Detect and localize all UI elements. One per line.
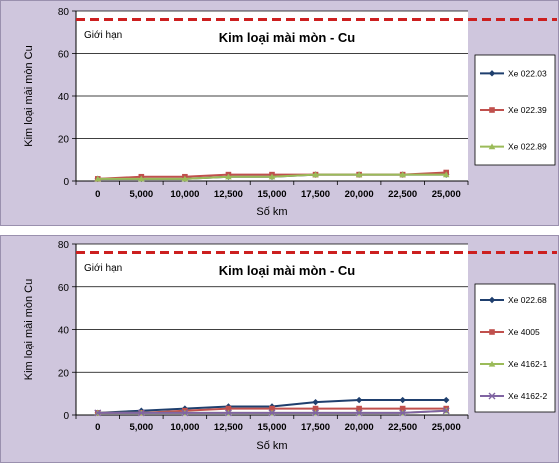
- chart-panel-2: 0 20 40 60 80 0 5,000 10,000 12,500 15,000 17,500 2…: [0, 235, 559, 463]
- y-tick-label: 80: [58, 240, 70, 251]
- x-tick-label: 15,000: [257, 422, 286, 433]
- data-point: [181, 409, 189, 417]
- data-point: [269, 405, 275, 412]
- data-point: [443, 396, 450, 404]
- x-axis-title: Số km: [256, 206, 287, 218]
- data-point: [399, 396, 406, 404]
- x-tick-label: 22,500: [388, 189, 417, 200]
- data-point: [138, 175, 145, 182]
- x-tick-label: 5,000: [129, 422, 153, 433]
- data-point: [399, 409, 407, 417]
- data-point: [399, 405, 406, 412]
- chart-1-svg: 0 20 40 60 80 0 5,000 10,000 12,500 15,000 17,500 2…: [0, 0, 559, 226]
- x-tick-label: 25,000: [432, 422, 461, 433]
- data-point: [355, 396, 363, 404]
- data-point: [312, 405, 319, 412]
- y-tick-label: 20: [58, 368, 70, 379]
- legend-marker: [488, 70, 496, 77]
- data-point: [181, 175, 189, 182]
- legend-label: Xe 4005: [508, 327, 540, 337]
- legend-label: Xe 022.39: [508, 105, 547, 115]
- y-tick-label: 80: [58, 7, 70, 18]
- legend-marker: [488, 143, 496, 150]
- legend-label: Xe 4162-2: [508, 391, 547, 401]
- chart-panel-1: 0 20 40 60 80 0 5,000 10,000 12,500 15,000 17,500 2…: [0, 0, 559, 226]
- x-tick-label: 17,500: [301, 189, 330, 200]
- y-tick-label: 40: [58, 92, 70, 103]
- legend-label: Xe 4162-1: [508, 359, 547, 369]
- data-point: [137, 409, 145, 417]
- y-tick-label: 0: [63, 411, 69, 422]
- data-point: [225, 405, 232, 412]
- data-point: [356, 405, 362, 412]
- x-tick-label: 0: [95, 422, 100, 433]
- x-tick-label: 20,000: [345, 422, 374, 433]
- x-axis-title: Số km: [256, 440, 287, 452]
- legend-marker: [488, 360, 496, 367]
- data-point: [355, 409, 363, 417]
- x-tick-label: 10,000: [170, 189, 199, 200]
- data-point: [442, 407, 450, 415]
- chart-title: Kim loại mài mòn - Cu: [219, 30, 356, 45]
- data-point: [268, 173, 276, 180]
- data-point: [442, 171, 450, 178]
- data-point: [355, 171, 363, 178]
- x-tick-label: 17,500: [301, 422, 330, 433]
- x-tick-label: 0: [95, 189, 100, 200]
- data-point: [225, 173, 232, 180]
- data-point: [94, 175, 102, 182]
- x-tick-label: 10,000: [170, 422, 199, 433]
- x-tick-label: 5,000: [129, 189, 153, 200]
- data-point: [312, 409, 320, 417]
- legend-marker: [489, 107, 495, 113]
- data-point: [224, 409, 232, 417]
- x-tick-label: 15,000: [257, 189, 286, 200]
- limit-label: Giới hạn: [84, 30, 122, 41]
- chart-title: Kim loại mài mòn - Cu: [219, 263, 356, 278]
- legend-marker: [488, 296, 496, 304]
- y-tick-label: 60: [58, 283, 70, 294]
- limit-label: Giới hạn: [84, 263, 122, 274]
- x-tick-label: 20,000: [345, 189, 374, 200]
- data-point: [312, 171, 319, 178]
- legend-marker: [488, 392, 496, 400]
- y-axis-title: Kim loại mài mòn Cu: [23, 279, 35, 380]
- y-tick-label: 40: [58, 326, 70, 337]
- data-point: [399, 171, 406, 178]
- legend-label: Xe 022.68: [508, 295, 547, 305]
- legend-label: Xe 022.03: [508, 68, 547, 78]
- chart-2-svg: 0 20 40 60 80 0 5,000 10,000 12,500 15,000 17,500 2…: [0, 235, 559, 463]
- x-tick-label: 22,500: [388, 422, 417, 433]
- y-tick-label: 0: [63, 177, 69, 188]
- legend-marker: [489, 329, 495, 335]
- y-tick-label: 20: [58, 135, 70, 146]
- x-tick-label: 25,000: [432, 189, 461, 200]
- y-tick-label: 60: [58, 50, 70, 61]
- data-point: [94, 409, 102, 417]
- y-axis-title: Kim loại mài mòn Cu: [23, 45, 35, 146]
- legend-label: Xe 022.89: [508, 142, 547, 152]
- data-point: [312, 398, 319, 406]
- x-tick-label: 12,500: [214, 422, 243, 433]
- x-tick-label: 12,500: [214, 189, 243, 200]
- data-point: [268, 409, 276, 417]
- legend-box: [474, 283, 556, 413]
